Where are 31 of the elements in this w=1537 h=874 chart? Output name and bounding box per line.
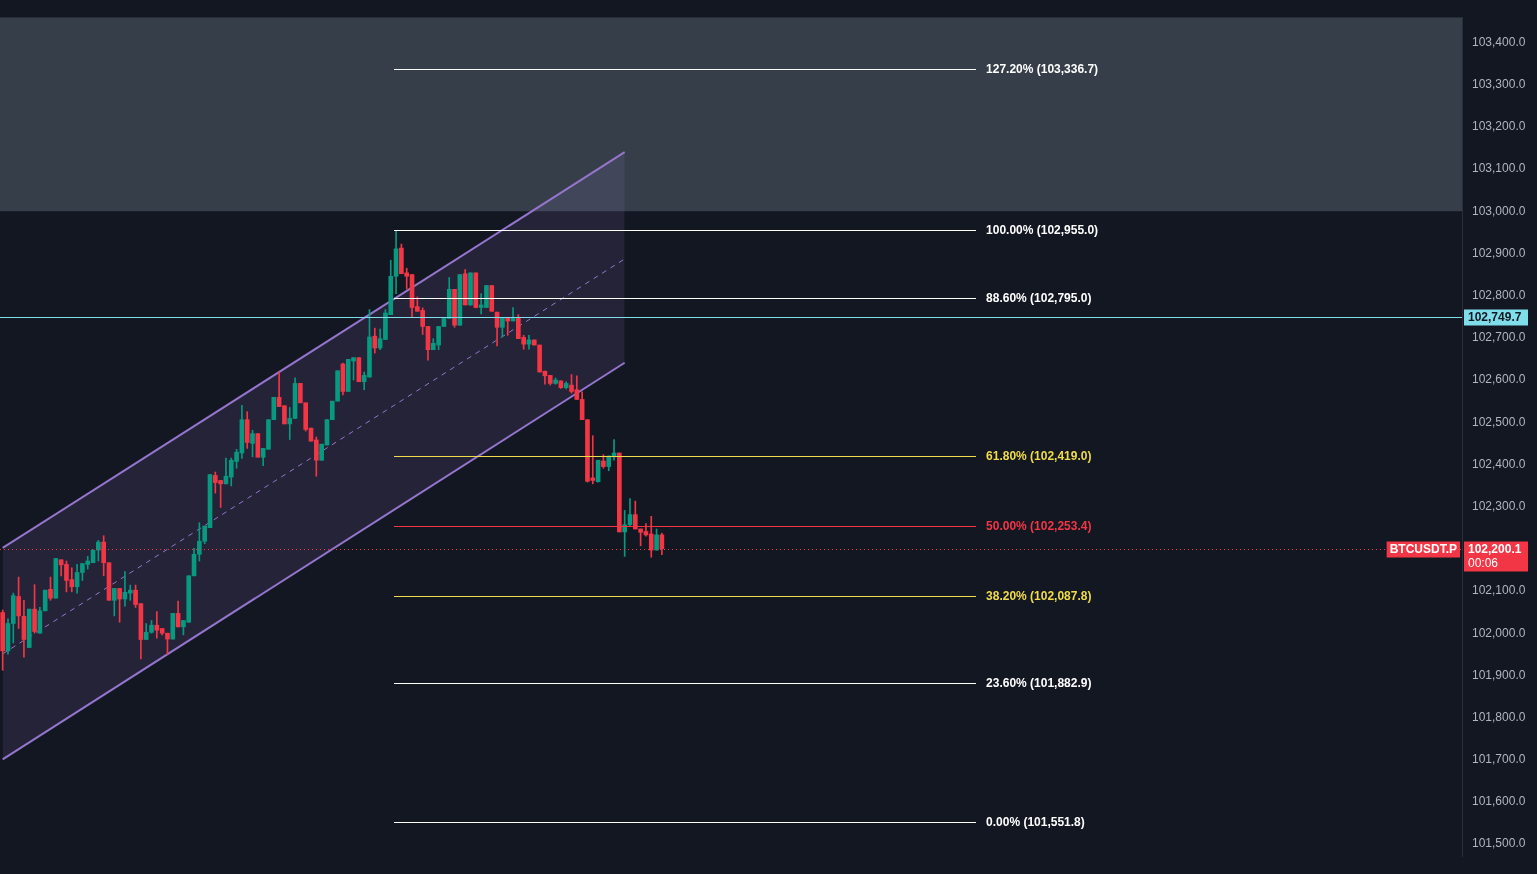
y-tick-label: 102,400.0 [1472,456,1526,471]
ref-line-label: 127.20% (103,336.7) [986,61,1099,76]
y-tick-label: 103,000.0 [1472,203,1526,218]
ref-line-label: 102,749.7 [1468,309,1522,324]
ref-line-label: 50.00% (102,253.4) [986,518,1092,533]
y-tick-label: 101,700.0 [1472,752,1526,767]
y-tick-label: 101,600.0 [1472,794,1526,809]
y-tick-label: 102,900.0 [1472,245,1526,260]
y-tick-label: 101,500.0 [1472,836,1526,851]
y-tick-label: 102,100.0 [1472,583,1526,598]
y-tick-label: 103,200.0 [1472,119,1526,134]
y-tick-label: 101,800.0 [1472,709,1526,724]
ref-line-label: 0.00% (101,551.8) [986,814,1085,829]
ref-line-label: 38.20% (102,087.8) [986,588,1092,603]
y-tick-label: 103,100.0 [1472,161,1526,176]
y-tick-label: 102,300.0 [1472,498,1526,513]
y-tick-label: 102,500.0 [1472,414,1526,429]
y-tick-label: 102,800.0 [1472,287,1526,302]
y-tick-label: 101,900.0 [1472,667,1526,682]
ref-line-label: 88.60% (102,795.0) [986,290,1092,305]
y-tick-label: 103,400.0 [1472,34,1526,49]
ref-line-label: 61.80% (102,419.0) [986,448,1092,463]
y-tick-label: 102,700.0 [1472,330,1526,345]
y-tick-label: 103,300.0 [1472,77,1526,92]
ref-line-label: 23.60% (101,882.9) [986,675,1092,690]
y-tick-label: 102,600.0 [1472,372,1526,387]
y-tick-label: 102,000.0 [1472,625,1526,640]
ref-line-label: 102,200.1 [1468,541,1522,556]
text: 00:06 [1468,555,1499,570]
ref-line-label: 100.00% (102,955.0) [986,222,1099,237]
annotation: BTCUSDT.P [1389,541,1457,556]
